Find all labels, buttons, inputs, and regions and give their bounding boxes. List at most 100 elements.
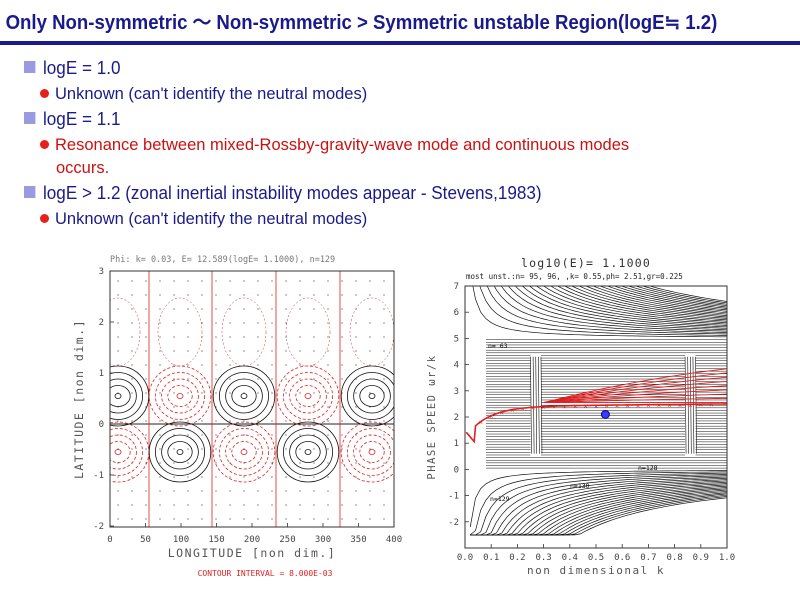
- vector-dot: [159, 448, 161, 450]
- contour-lines: [110, 271, 394, 527]
- vector-dot: [187, 490, 189, 492]
- sub-bullet-text: Unknown (can't identify the neutral mode…: [55, 85, 368, 103]
- vector-dot: [271, 294, 273, 296]
- axis-ticks: [109, 270, 395, 527]
- vector-dot: [159, 350, 161, 352]
- x-tick-label: 0.9: [693, 553, 709, 563]
- contour-ring: [282, 428, 333, 476]
- contour-center: [240, 449, 248, 455]
- vector-dot: [327, 504, 329, 506]
- bullet-text: logE = 1.1: [43, 109, 121, 129]
- x-tick-label: 350: [350, 535, 366, 545]
- contour-ring: [212, 365, 276, 427]
- vector-dot: [131, 280, 133, 282]
- unstable-branch: [543, 393, 727, 404]
- vector-dot: [229, 462, 231, 464]
- vector-dot: [257, 462, 259, 464]
- vector-dot: [271, 364, 273, 366]
- dispersion-curve: [578, 286, 727, 316]
- vector-dot: [271, 448, 273, 450]
- vector-dot: [257, 294, 259, 296]
- vector-dot: [313, 518, 315, 520]
- vector-dot: [159, 336, 161, 338]
- contour-interval-label: CONTOUR INTERVAL = 8.000E-03: [198, 569, 333, 578]
- red-marker: ×: [604, 402, 608, 410]
- vector-dot: [285, 364, 287, 366]
- sub-bullet-text: Unknown (can't identify the neutral mode…: [55, 210, 368, 228]
- vector-dot: [117, 462, 119, 464]
- vector-dot: [131, 392, 133, 394]
- mode-gap: [530, 354, 541, 457]
- dispersion-curve: [620, 286, 727, 308]
- x-tick-label: 150: [208, 535, 224, 545]
- unstable-branch: [543, 385, 727, 404]
- dispersion-curve: [470, 477, 727, 536]
- vector-dot: [159, 392, 161, 394]
- vector-dot: [159, 434, 161, 436]
- vector-dot: [201, 504, 203, 506]
- dispersion-curve: [470, 476, 727, 536]
- vector-dot: [383, 462, 385, 464]
- vector-dot: [369, 434, 371, 436]
- contour-center: [368, 393, 376, 399]
- vector-dot: [383, 364, 385, 366]
- vector-dot: [355, 294, 357, 296]
- vector-dot: [341, 364, 343, 366]
- red-marker: ×: [688, 401, 692, 409]
- vector-dot: [327, 322, 329, 324]
- vector-dot: [327, 350, 329, 352]
- x-tick-label: 200: [244, 535, 260, 545]
- vector-dot: [313, 322, 315, 324]
- vector-dot: [215, 406, 217, 408]
- contour-ring: [167, 441, 193, 463]
- vector-dot: [271, 392, 273, 394]
- vector-dot: [187, 308, 189, 310]
- sub-bullet-continuation: occurs.: [56, 159, 110, 177]
- dispersion-curve: [507, 286, 727, 331]
- vector-dot: [243, 462, 245, 464]
- vector-dot: [313, 504, 315, 506]
- dispersion-curve: [470, 472, 727, 536]
- vector-dot: [159, 378, 161, 380]
- mode-gap: [685, 354, 696, 457]
- vector-dot: [145, 448, 147, 450]
- vector-dot: [145, 350, 147, 352]
- vector-dot: [173, 322, 175, 324]
- vector-dot: [299, 406, 301, 408]
- x-tick-label: 0.8: [666, 553, 682, 563]
- x-tick-label: 0.2: [509, 553, 525, 563]
- contour-center: [176, 393, 184, 399]
- vector-dot: [173, 406, 175, 408]
- vector-dot: [257, 406, 259, 408]
- vector-dot: [257, 350, 259, 352]
- red-marker: ×: [489, 413, 493, 421]
- vector-dot: [173, 448, 175, 450]
- vector-dot: [229, 294, 231, 296]
- plot-frame: [109, 270, 395, 528]
- vector-dot: [383, 490, 385, 492]
- contour-ring: [110, 385, 131, 407]
- x-tick-label: 0.3: [535, 553, 551, 563]
- vector-dot: [257, 308, 259, 310]
- vector-dot: [145, 378, 147, 380]
- vector-dot: [313, 448, 315, 450]
- contour-ring: [295, 441, 321, 463]
- vector-dot: [355, 322, 357, 324]
- red-marker: ×: [510, 407, 514, 415]
- vector-dot: [187, 336, 189, 338]
- vector-dot: [215, 392, 217, 394]
- vector-dot: [327, 434, 329, 436]
- vector-dot: [369, 420, 371, 422]
- vector-dot: [131, 350, 133, 352]
- vector-dot: [201, 378, 203, 380]
- sub-bullet: Unknown (can't identify the neutral mode…: [40, 85, 367, 104]
- vector-dot: [201, 462, 203, 464]
- vector-dot: [215, 378, 217, 380]
- vector-dot: [257, 336, 259, 338]
- vector-dot: [285, 476, 287, 478]
- vector-dot: [313, 490, 315, 492]
- vector-dot: [243, 308, 245, 310]
- vector-dot: [285, 462, 287, 464]
- y-tick-label: 5: [454, 334, 459, 344]
- vector-dot: [355, 518, 357, 520]
